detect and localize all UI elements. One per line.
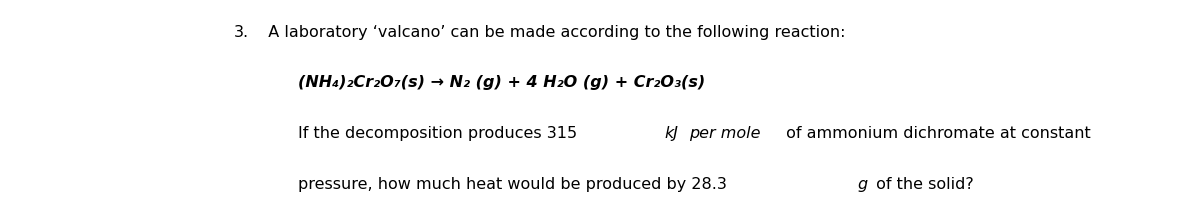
Text: If the decomposition produces 315: If the decomposition produces 315 (298, 126, 582, 141)
Text: (NH₄)₂Cr₂O₇(s) → N₂ (g) + 4 H₂O (g) + Cr₂O₃(s): (NH₄)₂Cr₂O₇(s) → N₂ (g) + 4 H₂O (g) + Cr… (298, 75, 704, 90)
Text: pressure, how much heat would be produced by 28.3: pressure, how much heat would be produce… (298, 177, 732, 192)
Text: 3.: 3. (234, 25, 250, 40)
Text: A laboratory ‘valcano’ can be made according to the following reaction:: A laboratory ‘valcano’ can be made accor… (258, 25, 846, 40)
Text: g: g (858, 177, 868, 192)
Text: per mole: per mole (689, 126, 761, 141)
Text: of the solid?: of the solid? (871, 177, 973, 192)
Text: kJ: kJ (665, 126, 678, 141)
Text: of ammonium dichromate at constant: of ammonium dichromate at constant (781, 126, 1091, 141)
